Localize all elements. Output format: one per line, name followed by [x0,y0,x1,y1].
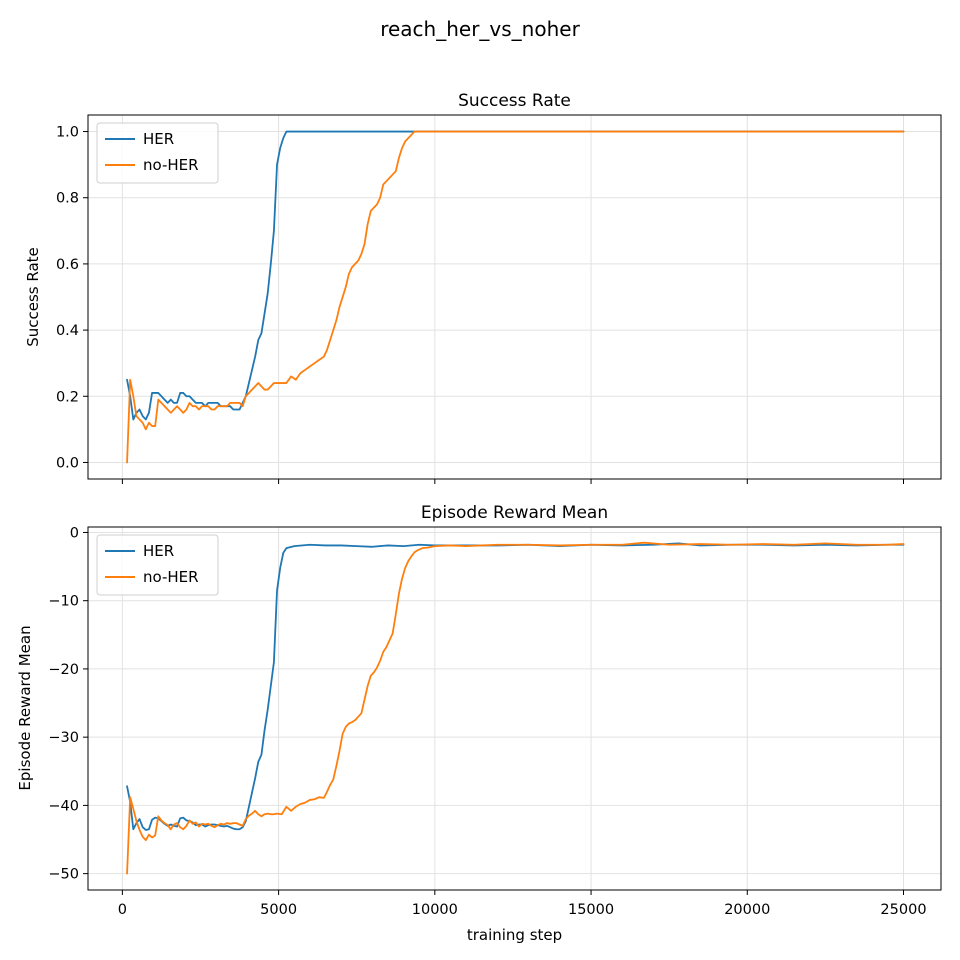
series-line-her [126,130,905,421]
legend-label: no-HER [143,156,199,174]
y-tick-label: 0.6 [56,257,79,273]
x-tick-label: 25000 [880,902,926,918]
y-tick-label: 0.8 [56,191,79,207]
y-tick-label: 0.2 [56,389,79,405]
subplot-title: Episode Reward Mean [421,503,608,523]
subplot-title: Success Rate [458,91,571,111]
legend-label: no-HER [143,568,199,586]
plot-frame [87,114,942,480]
plot-frame [87,526,942,891]
x-tick-label: 0 [118,902,127,918]
legend-label: HER [143,130,174,148]
subplot-episode-reward-mean: 0 5000 10000 15000 20000 25000 −50 −40 −30 −20 −10… [16,503,942,918]
y-tick-label: −20 [48,662,79,678]
x-tick-label: 20000 [724,902,770,918]
legend-label: HER [143,542,174,560]
x-tick-label: 5000 [260,902,297,918]
y-tick-label: −10 [48,594,79,610]
y-tick-label: 0.4 [56,323,79,339]
subplot-success-rate: 0.0 0.2 0.4 0.6 0.8 1.0 Success Rate Success … [24,91,942,484]
figure-title: reach_her_vs_noher [380,17,580,41]
x-tick-label: 10000 [412,902,458,918]
x-axis-label: training step [467,926,562,944]
y-tick-label: −50 [48,867,79,883]
x-tick-label: 15000 [568,902,614,918]
y-axis-label: Episode Reward Mean [16,625,34,790]
y-tick-label: 1.0 [56,125,79,141]
y-tick-label: −40 [48,798,79,814]
y-axis-label: Success Rate [24,247,42,347]
y-tick-label: 0 [70,525,79,541]
y-tick-label: −30 [48,730,79,746]
y-tick-label: 0.0 [56,455,79,471]
series-line-no-her [126,130,905,464]
series-line-no-her [126,541,905,875]
